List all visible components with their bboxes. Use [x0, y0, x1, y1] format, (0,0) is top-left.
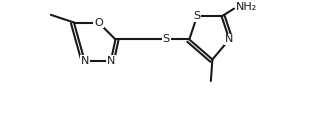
- Text: N: N: [225, 34, 234, 44]
- Text: S: S: [193, 11, 201, 21]
- Text: N: N: [80, 56, 89, 66]
- Text: S: S: [163, 34, 170, 44]
- Text: NH₂: NH₂: [236, 2, 257, 12]
- Text: N: N: [107, 56, 115, 66]
- Text: O: O: [94, 18, 103, 28]
